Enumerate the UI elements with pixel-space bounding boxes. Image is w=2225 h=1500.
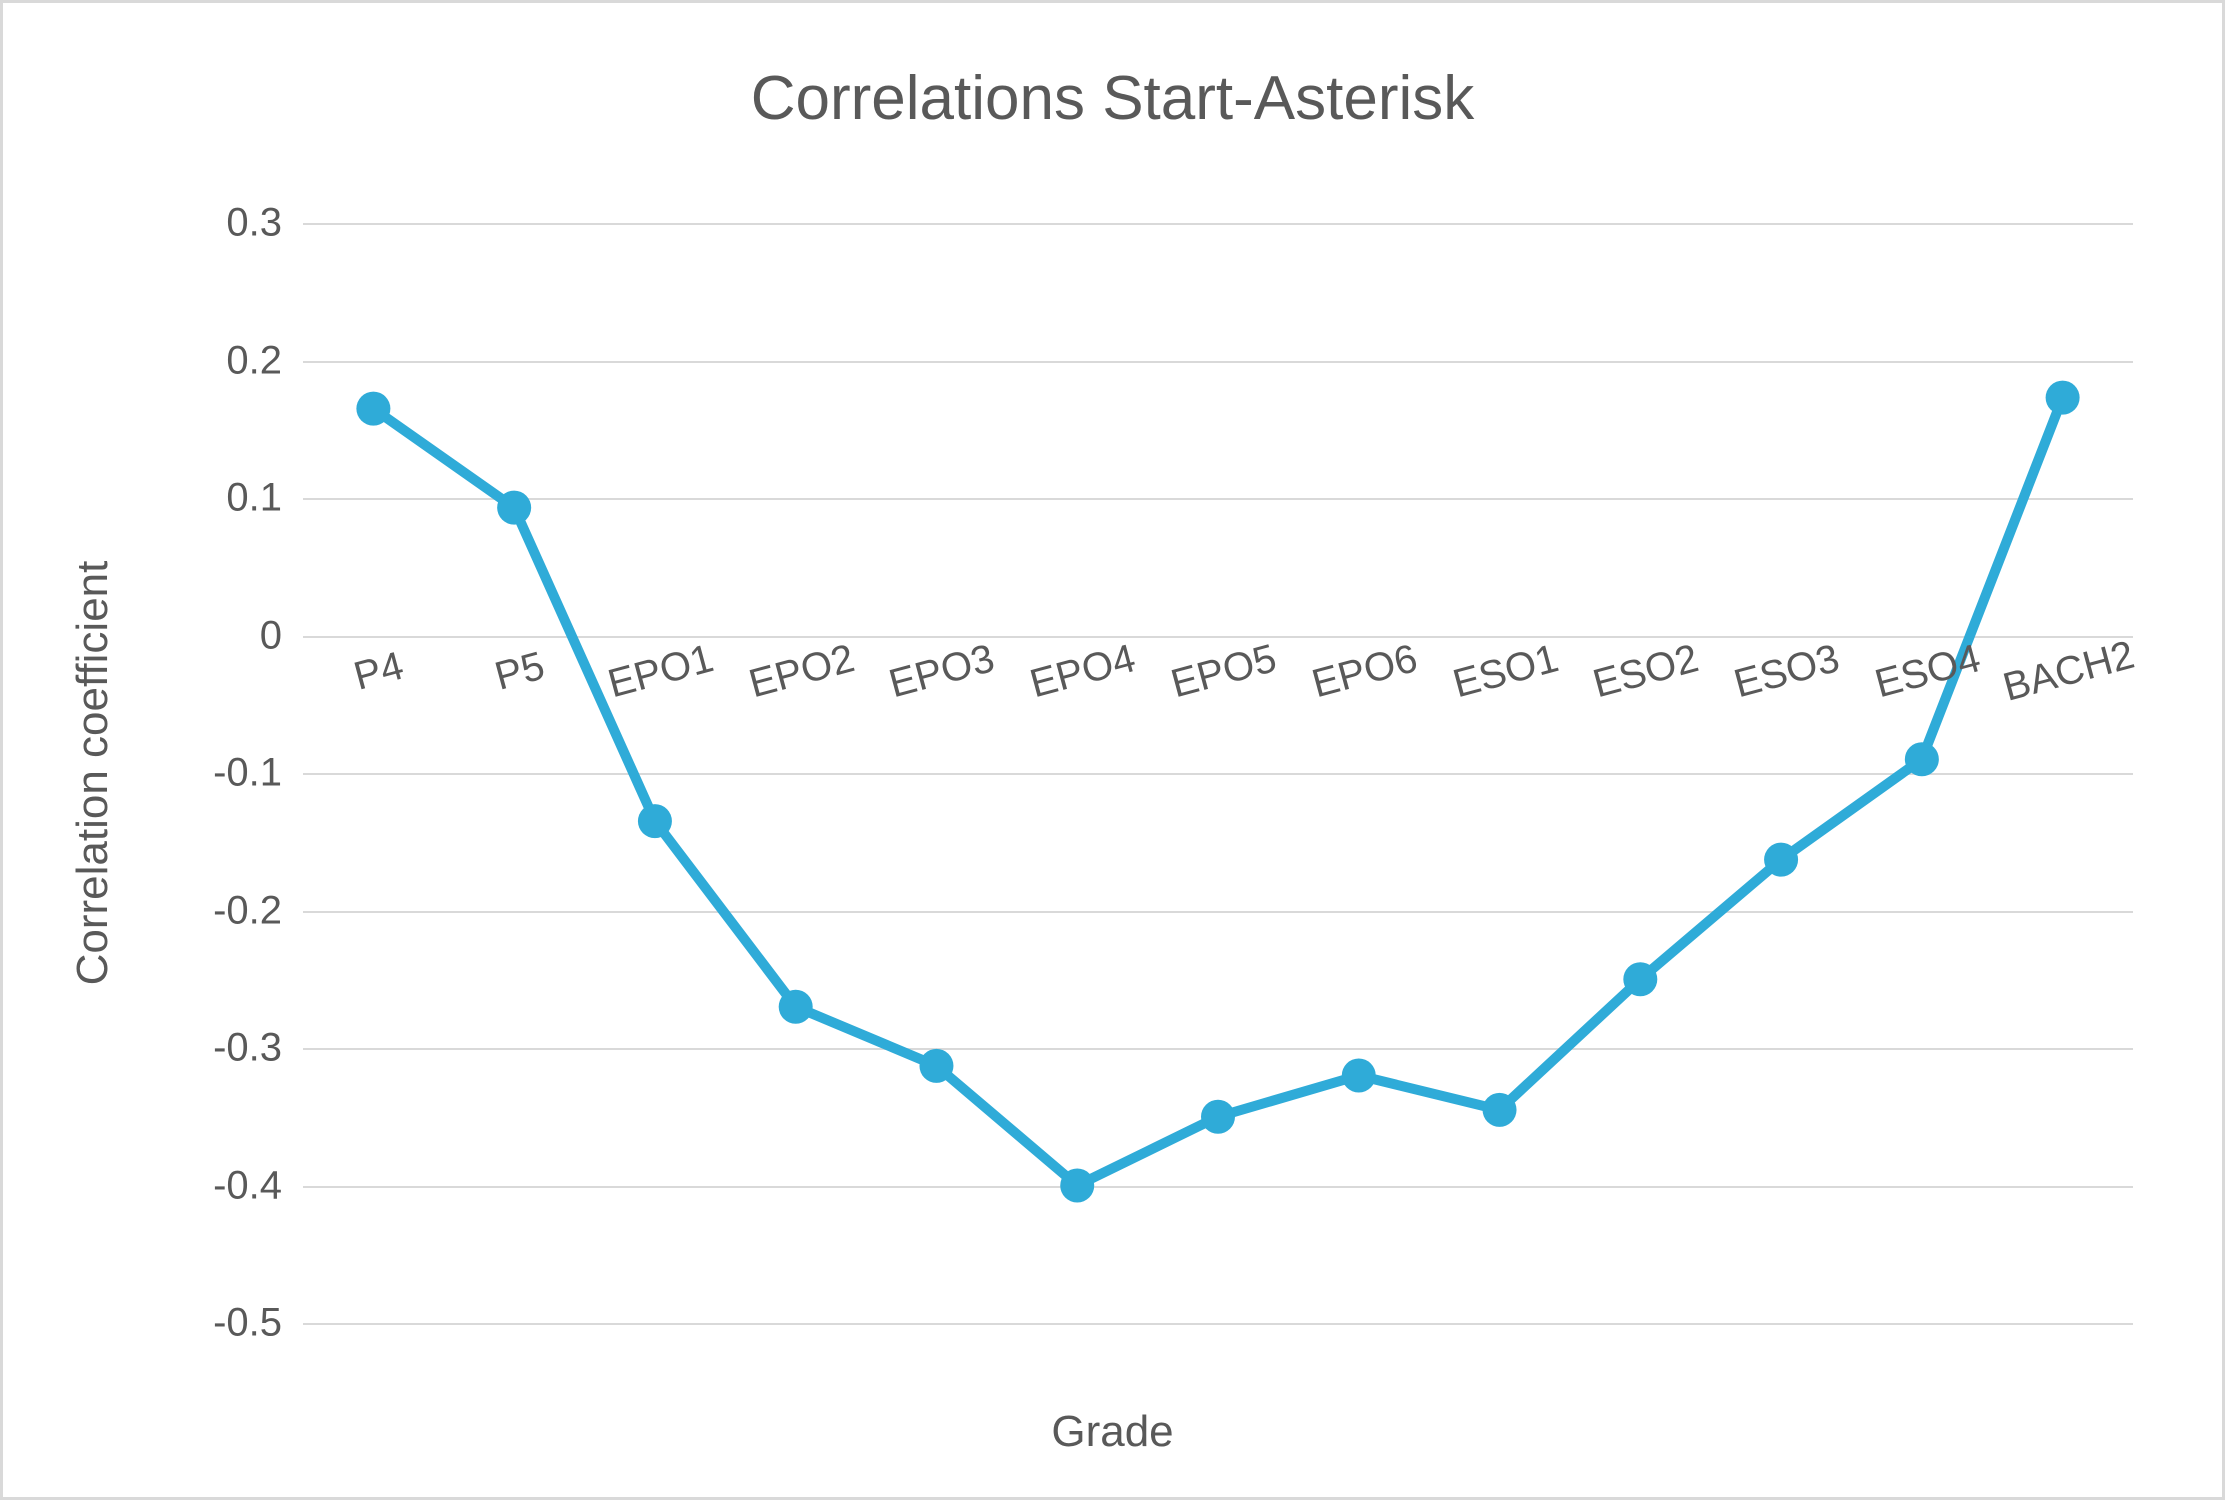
series-marker — [1764, 843, 1798, 877]
series-marker — [919, 1049, 953, 1083]
y-tick-label: 0.2 — [162, 338, 282, 383]
gridline — [303, 1323, 2133, 1325]
x-axis-title: Grade — [3, 1407, 2222, 1457]
y-tick-label: 0.3 — [162, 201, 282, 246]
series-marker — [1623, 962, 1657, 996]
series-marker — [1060, 1169, 1094, 1203]
series-marker — [1483, 1093, 1517, 1127]
series-marker — [1201, 1100, 1235, 1134]
series-marker — [779, 990, 813, 1024]
plot-area — [303, 223, 2133, 1323]
series-marker — [497, 491, 531, 525]
series-marker — [356, 392, 390, 426]
series-marker — [1342, 1059, 1376, 1093]
series-marker — [638, 804, 672, 838]
y-tick-label: -0.2 — [162, 888, 282, 933]
chart-container: Correlations Start-Asterisk Correlation … — [0, 0, 2225, 1500]
y-tick-label: -0.5 — [162, 1301, 282, 1346]
y-tick-label: -0.1 — [162, 751, 282, 796]
y-tick-label: -0.3 — [162, 1026, 282, 1071]
series-marker — [2046, 381, 2080, 415]
series-line — [373, 398, 2062, 1186]
y-axis-title: Correlation coefficient — [68, 561, 118, 986]
chart-title: Correlations Start-Asterisk — [3, 63, 2222, 134]
series-marker — [1905, 742, 1939, 776]
y-tick-label: 0 — [162, 613, 282, 658]
y-tick-label: -0.4 — [162, 1163, 282, 1208]
y-tick-label: 0.1 — [162, 476, 282, 521]
line-series — [303, 223, 2133, 1323]
